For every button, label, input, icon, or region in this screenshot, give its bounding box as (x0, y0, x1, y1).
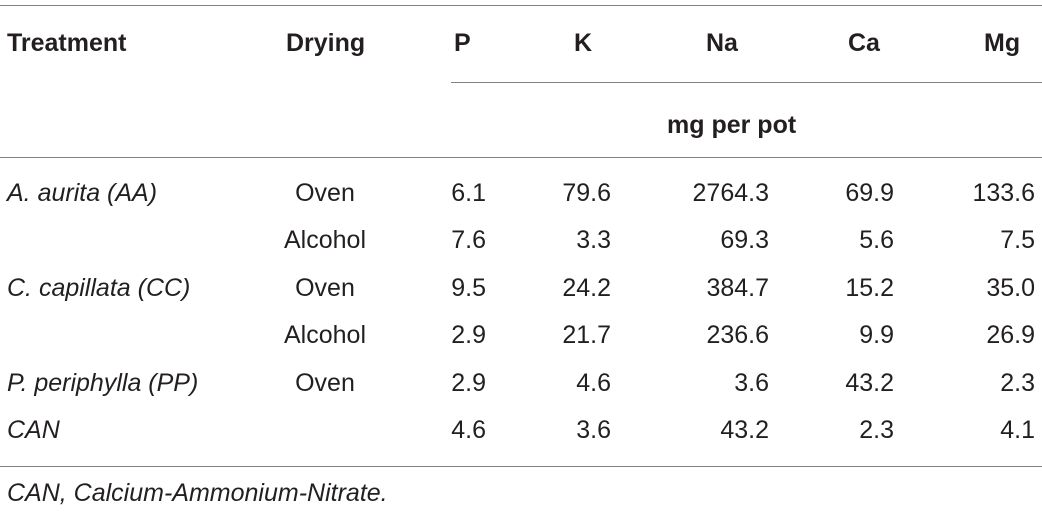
cell-treatment: A. aurita (AA) (7, 179, 158, 207)
cell-p: 7.6 (451, 226, 486, 254)
cell-k: 3.6 (576, 416, 611, 444)
cell-mg: 35.0 (986, 274, 1035, 302)
cell-treatment: C. capillata (CC) (7, 274, 191, 302)
cell-k: 4.6 (576, 369, 611, 397)
header-mg: Mg (984, 29, 1021, 57)
units-rule (451, 82, 1042, 83)
cell-ca: 43.2 (845, 369, 894, 397)
cell-mg: 26.9 (986, 321, 1035, 349)
cell-drying: Alcohol (284, 226, 366, 254)
cell-drying: Oven (295, 369, 355, 397)
cell-ca: 2.3 (859, 416, 894, 444)
cell-na: 3.6 (734, 369, 769, 397)
cell-p: 2.9 (451, 321, 486, 349)
cell-p: 2.9 (451, 369, 486, 397)
header-na: Na (706, 29, 738, 57)
cell-mg: 133.6 (972, 179, 1035, 207)
header-drying: Drying (286, 29, 366, 57)
header-bottom-rule (0, 157, 1042, 158)
table-top-rule (0, 5, 1042, 6)
cell-drying: Alcohol (284, 321, 366, 349)
cell-treatment: P. periphylla (PP) (7, 369, 199, 397)
cell-na: 2764.3 (692, 179, 769, 207)
cell-k: 79.6 (562, 179, 611, 207)
table-row: CAN 4.6 3.6 43.2 2.3 4.1 (0, 415, 1042, 445)
header-treatment: Treatment (7, 29, 127, 57)
cell-na: 236.6 (706, 321, 769, 349)
table-bottom-rule (0, 466, 1042, 467)
cell-drying: Oven (295, 274, 355, 302)
cell-drying: Oven (295, 179, 355, 207)
cell-mg: 4.1 (1000, 416, 1035, 444)
cell-na: 384.7 (706, 274, 769, 302)
cell-k: 21.7 (562, 321, 611, 349)
cell-ca: 15.2 (845, 274, 894, 302)
cell-na: 69.3 (720, 226, 769, 254)
cell-ca: 9.9 (859, 321, 894, 349)
header-p: P (454, 29, 471, 57)
units-label: mg per pot (667, 111, 797, 139)
table-row: P. periphylla (PP) Oven 2.9 4.6 3.6 43.2… (0, 368, 1042, 398)
table-row: A. aurita (AA) Oven 6.1 79.6 2764.3 69.9… (0, 178, 1042, 208)
table-footnote: CAN, Calcium-Ammonium-Nitrate. (7, 479, 388, 507)
cell-p: 6.1 (451, 179, 486, 207)
cell-p: 9.5 (451, 274, 486, 302)
table-row: Alcohol 2.9 21.7 236.6 9.9 26.9 (0, 320, 1042, 350)
cell-p: 4.6 (451, 416, 486, 444)
header-ca: Ca (848, 29, 880, 57)
cell-mg: 7.5 (1000, 226, 1035, 254)
cell-ca: 5.6 (859, 226, 894, 254)
cell-ca: 69.9 (845, 179, 894, 207)
cell-mg: 2.3 (1000, 369, 1035, 397)
table-row: C. capillata (CC) Oven 9.5 24.2 384.7 15… (0, 273, 1042, 303)
cell-k: 3.3 (576, 226, 611, 254)
table-row: Alcohol 7.6 3.3 69.3 5.6 7.5 (0, 225, 1042, 255)
cell-treatment: CAN (7, 416, 60, 444)
cell-na: 43.2 (720, 416, 769, 444)
header-k: K (574, 29, 593, 57)
cell-k: 24.2 (562, 274, 611, 302)
